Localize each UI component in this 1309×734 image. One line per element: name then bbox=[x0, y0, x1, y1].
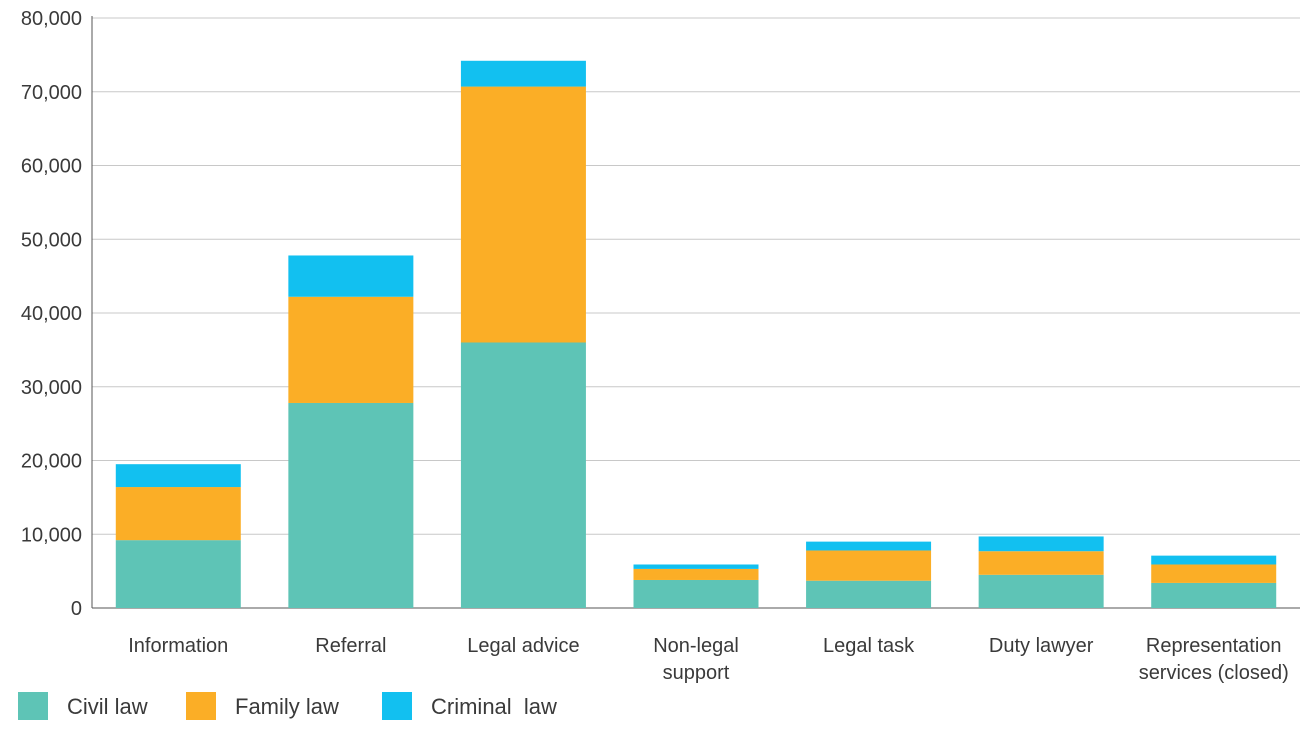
bar-segment bbox=[115, 540, 241, 608]
bar-segment bbox=[460, 60, 586, 87]
x-tick-label: Legal advice bbox=[467, 635, 579, 657]
y-tick-label: 50,000 bbox=[21, 229, 82, 251]
x-axis-labels: Information Referral Legal advice Non-legal… bbox=[128, 635, 1288, 684]
y-tick-label: 40,000 bbox=[21, 303, 82, 325]
bar-segment bbox=[806, 541, 932, 551]
x-tick-label: Non-legal support bbox=[653, 635, 739, 684]
legend-swatch bbox=[18, 692, 48, 720]
legend-label: Civil law bbox=[67, 694, 148, 719]
bar-segment bbox=[288, 296, 414, 403]
bar-segment bbox=[633, 579, 759, 608]
legend-swatch bbox=[186, 692, 216, 720]
bar-segment bbox=[633, 564, 759, 569]
bars bbox=[115, 60, 1277, 608]
x-tick-label: Referral bbox=[315, 635, 386, 657]
bar-segment bbox=[288, 402, 414, 608]
bar-segment bbox=[978, 536, 1104, 552]
bar-segment bbox=[460, 342, 586, 608]
y-tick-label: 70,000 bbox=[21, 82, 82, 104]
bar-segment bbox=[806, 580, 932, 608]
bar-segment bbox=[1151, 555, 1277, 565]
bar-segment bbox=[115, 464, 241, 488]
y-tick-label: 80,000 bbox=[21, 8, 82, 30]
bar-segment bbox=[633, 568, 759, 580]
legend: Civil law Family law Criminal law bbox=[18, 692, 557, 720]
x-tick-label: Representation services (closed) bbox=[1139, 635, 1289, 684]
bar-segment bbox=[1151, 582, 1277, 608]
gridlines bbox=[92, 17, 1300, 535]
bar-segment bbox=[115, 487, 241, 541]
bar-segment bbox=[1151, 564, 1277, 583]
bar-segment bbox=[460, 86, 586, 343]
legend-swatch bbox=[382, 692, 412, 720]
bar-segment bbox=[978, 574, 1104, 608]
bar-segment bbox=[806, 550, 932, 581]
legend-label: Criminal law bbox=[431, 694, 557, 719]
y-tick-label: 30,000 bbox=[21, 377, 82, 399]
bar-segment bbox=[978, 551, 1104, 575]
bar-segment bbox=[288, 255, 414, 297]
x-tick-label: Duty lawyer bbox=[989, 635, 1094, 657]
y-tick-label: 10,000 bbox=[21, 524, 82, 546]
x-tick-label: Information bbox=[128, 635, 228, 657]
y-tick-label: 20,000 bbox=[21, 451, 82, 473]
y-tick-label: 60,000 bbox=[21, 156, 82, 178]
x-tick-label: Legal task bbox=[823, 635, 915, 657]
legend-label: Family law bbox=[235, 694, 339, 719]
y-tick-label: 0 bbox=[71, 598, 82, 620]
